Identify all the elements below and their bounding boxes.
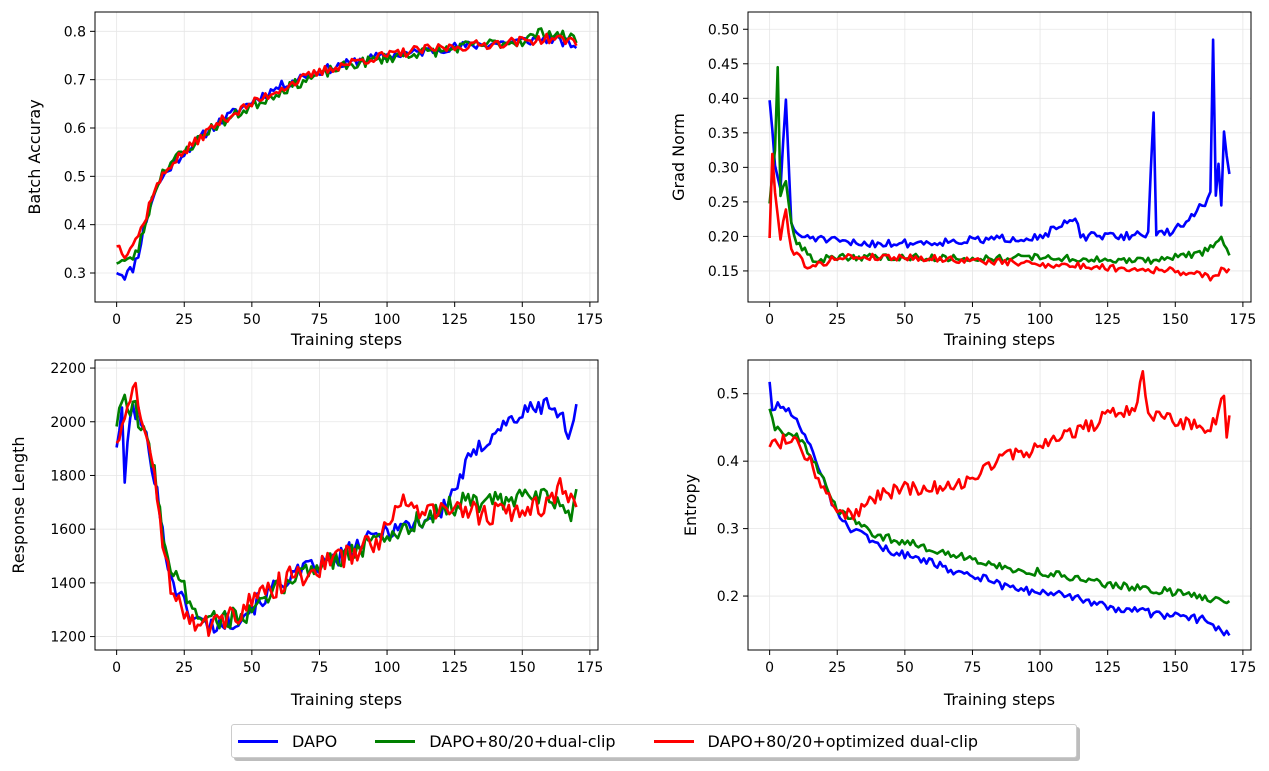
legend-label-dapo: DAPO <box>292 731 338 751</box>
chart-panel-4: 0 25 50 75 100 125 150 175 0.2 0.3 0.4 0.5 Training … <box>681 359 1257 709</box>
x-axis-label: Training steps <box>943 690 1055 709</box>
x-tick-label: 100 <box>374 660 401 676</box>
axes-frame <box>94 359 599 651</box>
legend-label-optimized-dual-clip: DAPO+80/20+optimized dual-clip <box>707 731 979 751</box>
y-tick-label: 1800 <box>50 468 86 484</box>
series-line-2 <box>768 369 1231 521</box>
y-axis-label: Grad Norm <box>669 113 688 201</box>
x-tick-label: 125 <box>441 312 468 328</box>
x-tick-label: 150 <box>1162 312 1189 328</box>
y-axis-label: Entropy <box>681 474 700 536</box>
legend: DAPO DAPO+80/20+dual-clip DAPO+80/20+opt… <box>231 724 1077 758</box>
series-line-2 <box>116 32 578 260</box>
y-tick-label: 0.30 <box>708 160 739 176</box>
legend-swatch-dual-clip <box>375 739 416 743</box>
y-tick-label: 0.2 <box>717 589 739 605</box>
y-tick-label: 1600 <box>50 522 86 538</box>
y-tick-label: 0.40 <box>708 91 739 107</box>
y-axis-label: Response Length <box>9 436 28 573</box>
x-tick-label: 125 <box>441 660 468 676</box>
x-tick-label: 0 <box>765 660 774 676</box>
y-tick-label: 0.25 <box>708 195 739 211</box>
y-tick-label: 0.3 <box>64 266 86 282</box>
axes-frame <box>747 11 1252 303</box>
series-line-0 <box>116 33 578 281</box>
y-tick-label: 0.5 <box>64 169 86 185</box>
series-line-1 <box>768 65 1231 265</box>
x-tick-label: 75 <box>964 312 982 328</box>
legend-item-optimized-dual-clip: DAPO+80/20+optimized dual-clip <box>653 731 979 751</box>
y-axis-label: Batch Accuray <box>25 99 44 214</box>
x-tick-label: 75 <box>964 660 982 676</box>
chart-panel-3: 0 25 50 75 100 125 150 175 1200 1400 1600 1800 2000 2… <box>9 359 604 709</box>
y-tick-label: 0.4 <box>64 218 86 234</box>
x-tick-label: 25 <box>175 312 193 328</box>
y-tick-label: 0.35 <box>708 126 739 142</box>
chart-panel-2: 0 25 50 75 100 125 150 175 0.15 0.20 0.25 0.30 0.35 0… <box>669 11 1257 349</box>
x-tick-label: 50 <box>896 660 914 676</box>
x-tick-label: 100 <box>1027 312 1054 328</box>
x-tick-label: 25 <box>828 312 846 328</box>
y-tick-label: 0.20 <box>708 229 739 245</box>
x-tick-label: 75 <box>311 660 329 676</box>
x-tick-label: 125 <box>1094 660 1121 676</box>
x-tick-label: 150 <box>509 660 536 676</box>
x-tick-label: 50 <box>243 312 261 328</box>
x-tick-label: 50 <box>896 312 914 328</box>
x-tick-label: 0 <box>765 312 774 328</box>
x-tick-label: 150 <box>509 312 536 328</box>
y-tick-label: 0.15 <box>708 264 739 280</box>
y-tick-label: 0.5 <box>717 387 739 403</box>
series-line-2 <box>768 152 1231 282</box>
x-tick-label: 150 <box>1162 660 1189 676</box>
chart-panel-1: 0 25 50 75 100 125 150 175 0.3 0.4 0.5 0.6 0.7 0.8 Tra… <box>25 11 604 349</box>
legend-item-dual-clip: DAPO+80/20+dual-clip <box>375 731 616 751</box>
y-tick-label: 0.3 <box>717 522 739 538</box>
legend-swatch-dapo <box>238 739 278 743</box>
axes-frame <box>747 359 1252 651</box>
x-tick-label: 175 <box>1230 660 1257 676</box>
x-tick-label: 100 <box>374 312 401 328</box>
y-tick-label: 0.45 <box>708 57 739 73</box>
x-tick-label: 0 <box>112 312 121 328</box>
series-line-0 <box>768 38 1231 249</box>
legend-label-dual-clip: DAPO+80/20+dual-clip <box>429 731 616 751</box>
x-tick-label: 100 <box>1027 660 1054 676</box>
x-tick-label: 125 <box>1094 312 1121 328</box>
y-tick-label: 0.7 <box>64 73 86 89</box>
y-tick-label: 1200 <box>50 630 86 646</box>
x-tick-label: 25 <box>828 660 846 676</box>
x-tick-label: 175 <box>1230 312 1257 328</box>
series-line-1 <box>768 408 1231 605</box>
axes-frame <box>94 11 599 303</box>
legend-item-dapo: DAPO <box>238 732 337 751</box>
y-tick-label: 1400 <box>50 576 86 592</box>
y-tick-label: 0.50 <box>708 22 739 38</box>
y-tick-label: 2200 <box>50 361 86 377</box>
x-tick-label: 0 <box>112 660 121 676</box>
series-line-2 <box>115 381 578 638</box>
series-line-0 <box>768 381 1231 637</box>
legend-swatch-optimized-dual-clip <box>653 739 694 743</box>
x-axis-label: Training steps <box>290 690 402 709</box>
x-tick-label: 175 <box>577 660 604 676</box>
x-tick-label: 75 <box>311 312 329 328</box>
y-tick-label: 0.4 <box>717 454 739 470</box>
x-axis-label: Training steps <box>943 330 1055 349</box>
x-axis-label: Training steps <box>290 330 402 349</box>
y-tick-label: 0.6 <box>64 121 86 137</box>
x-tick-label: 175 <box>577 312 604 328</box>
y-tick-label: 0.8 <box>64 24 86 40</box>
y-tick-label: 2000 <box>50 415 86 431</box>
x-tick-label: 25 <box>175 660 193 676</box>
x-tick-label: 50 <box>243 660 261 676</box>
